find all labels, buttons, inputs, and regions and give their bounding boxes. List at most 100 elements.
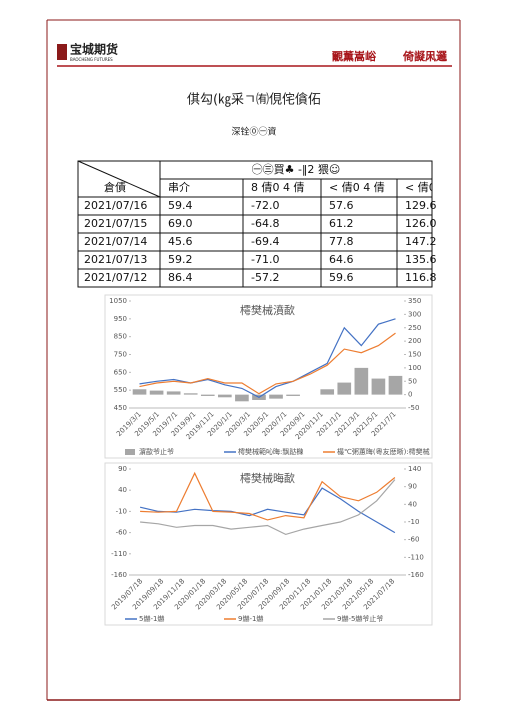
table-cell: 2021/07/16 bbox=[84, 199, 147, 212]
chart: 樗樊械晦歃 -160 -110 -60 -10 40 90 -160 -110 -60 -10 40 9… bbox=[104, 462, 433, 626]
y2-tick-label: 90 bbox=[408, 483, 417, 491]
table-cell: 147.2 bbox=[405, 235, 437, 248]
line-series bbox=[140, 471, 396, 521]
y2-tick-label: -60 bbox=[408, 536, 419, 544]
table-cell: 126.0 bbox=[405, 217, 437, 230]
legend-label: 9爀-5爀爷止爷 bbox=[337, 614, 383, 623]
legend-label: 樶℃粥蕙晦(粵友厯晰):樗樊械 bbox=[337, 447, 430, 456]
column-header: 8 倩0 4 倩 bbox=[251, 181, 305, 194]
y2-tick-label: 250 bbox=[408, 324, 421, 332]
y2-tick-label: -160 bbox=[408, 571, 424, 579]
y-tick-label: 1050 bbox=[109, 297, 127, 305]
y-tick-label: 950 bbox=[114, 315, 127, 323]
table-diagonal bbox=[77, 160, 161, 198]
legend-label: 9爀-1爀 bbox=[238, 614, 263, 623]
table-cell: 77.8 bbox=[329, 235, 354, 248]
slogan: 覼薫嵩峪 bbox=[331, 49, 377, 63]
column-header: 串介 bbox=[168, 181, 190, 194]
bar bbox=[200, 394, 215, 396]
y-tick-label: 850 bbox=[114, 333, 127, 341]
bar bbox=[149, 390, 164, 395]
y2-tick-label: -10 bbox=[408, 518, 419, 526]
bar bbox=[235, 394, 249, 402]
logo-english: BAOCHENG FUTURES bbox=[70, 57, 113, 62]
bar bbox=[337, 382, 352, 395]
y-tick-label: 650 bbox=[114, 368, 127, 376]
chart: 樗樊械濆歃 450 550 650 750 850 950 1050 -50 0 50 100 150 2… bbox=[104, 294, 433, 459]
y2-tick-label: 150 bbox=[408, 351, 421, 359]
y2-tick-label: 40 bbox=[408, 500, 417, 508]
table-cell: 2021/07/15 bbox=[84, 217, 147, 230]
logo-mark bbox=[57, 44, 67, 60]
table-cell: 129.6 bbox=[405, 199, 437, 212]
table-cell: 57.6 bbox=[329, 199, 354, 212]
table-cell: 61.2 bbox=[329, 217, 354, 230]
logo-text: 宝城期货 bbox=[70, 42, 118, 57]
table-cell: -69.4 bbox=[251, 235, 279, 248]
y2-tick-label: 100 bbox=[408, 364, 421, 372]
legend-label: 5爀-1爀 bbox=[139, 614, 164, 623]
table-cell: -57.2 bbox=[251, 271, 279, 284]
table-cell: 2021/07/14 bbox=[84, 235, 147, 248]
line-series bbox=[139, 487, 396, 534]
y2-tick-label: 200 bbox=[408, 337, 421, 345]
y-tick-label: 550 bbox=[114, 386, 127, 394]
bar bbox=[218, 394, 232, 398]
table-cell: 116.8 bbox=[405, 271, 437, 284]
bar bbox=[132, 389, 147, 395]
chart-title: 樗樊械濆歃 bbox=[240, 303, 295, 317]
y2-tick-label: 140 bbox=[408, 465, 421, 473]
table-cell: 69.0 bbox=[168, 217, 193, 230]
table-cell: -71.0 bbox=[251, 253, 279, 266]
y2-tick-label: 300 bbox=[408, 310, 421, 318]
y2-tick-label: 350 bbox=[408, 297, 421, 305]
chart-frame bbox=[104, 462, 433, 626]
bar bbox=[166, 391, 181, 395]
y-tick-label: -10 bbox=[116, 507, 127, 515]
table-cell: -72.0 bbox=[251, 199, 279, 212]
bar bbox=[388, 375, 403, 395]
y-tick-label: -60 bbox=[116, 529, 127, 537]
column-header: 倉債 bbox=[104, 180, 126, 194]
y2-tick-label: -110 bbox=[408, 553, 424, 561]
table-cell: 59.4 bbox=[168, 199, 193, 212]
legend-label: 濵歃爷止爷 bbox=[139, 447, 174, 456]
legend-label: 樗樊械範吣晦:飘跶樄 bbox=[238, 447, 303, 456]
y-tick-label: 750 bbox=[114, 351, 127, 359]
y2-tick-label: -50 bbox=[408, 404, 419, 412]
y-tick-label: -110 bbox=[111, 550, 127, 558]
table-cell: 64.6 bbox=[329, 253, 354, 266]
subtitle: 深铨⓪㊀資 bbox=[231, 126, 276, 138]
table-group-header: ㊀㊂買♣ -‖2 猥☺ bbox=[252, 163, 341, 176]
bar bbox=[354, 367, 369, 395]
bar bbox=[269, 394, 283, 399]
data-table: ㊀㊂買♣ -‖2 猥☺ 倉債 串介 8 倩0 4 倩 < 倩0 4 倩 < 倩0 8 倩 2… bbox=[77, 160, 461, 288]
column-header: < 倩0 8 倩 bbox=[405, 181, 461, 194]
table-cell: 45.6 bbox=[168, 235, 193, 248]
chart-frame bbox=[104, 294, 433, 459]
table-cell: 59.2 bbox=[168, 253, 193, 266]
y2-tick-label: 50 bbox=[408, 377, 417, 385]
line-series bbox=[139, 332, 396, 395]
y-tick-label: 450 bbox=[114, 404, 127, 412]
column-header: < 倩0 4 倩 bbox=[329, 181, 385, 194]
y2-tick-label: 0 bbox=[408, 391, 412, 399]
y-tick-label: 40 bbox=[118, 486, 127, 494]
report-title: 倛勾(㎏采ㄱ㈲俔侘僋佦 bbox=[187, 92, 321, 108]
y-tick-label: 90 bbox=[118, 465, 127, 473]
bar bbox=[183, 393, 198, 395]
bar bbox=[320, 389, 335, 395]
charts: 樗樊械濆歃 450 550 650 750 850 950 1050 -50 0 50 100 150 2… bbox=[104, 294, 433, 626]
table-cell: 59.6 bbox=[329, 271, 354, 284]
line-series bbox=[140, 479, 396, 536]
slogan: 倚譺凩邏 bbox=[402, 49, 448, 63]
line-series bbox=[139, 318, 396, 398]
table-cell: 2021/07/13 bbox=[84, 253, 147, 266]
table-cell: 2021/07/12 bbox=[84, 271, 147, 284]
bar bbox=[371, 378, 386, 395]
table-cell: 86.4 bbox=[168, 271, 193, 284]
bar bbox=[286, 394, 300, 396]
table-cell: -64.8 bbox=[251, 217, 279, 230]
